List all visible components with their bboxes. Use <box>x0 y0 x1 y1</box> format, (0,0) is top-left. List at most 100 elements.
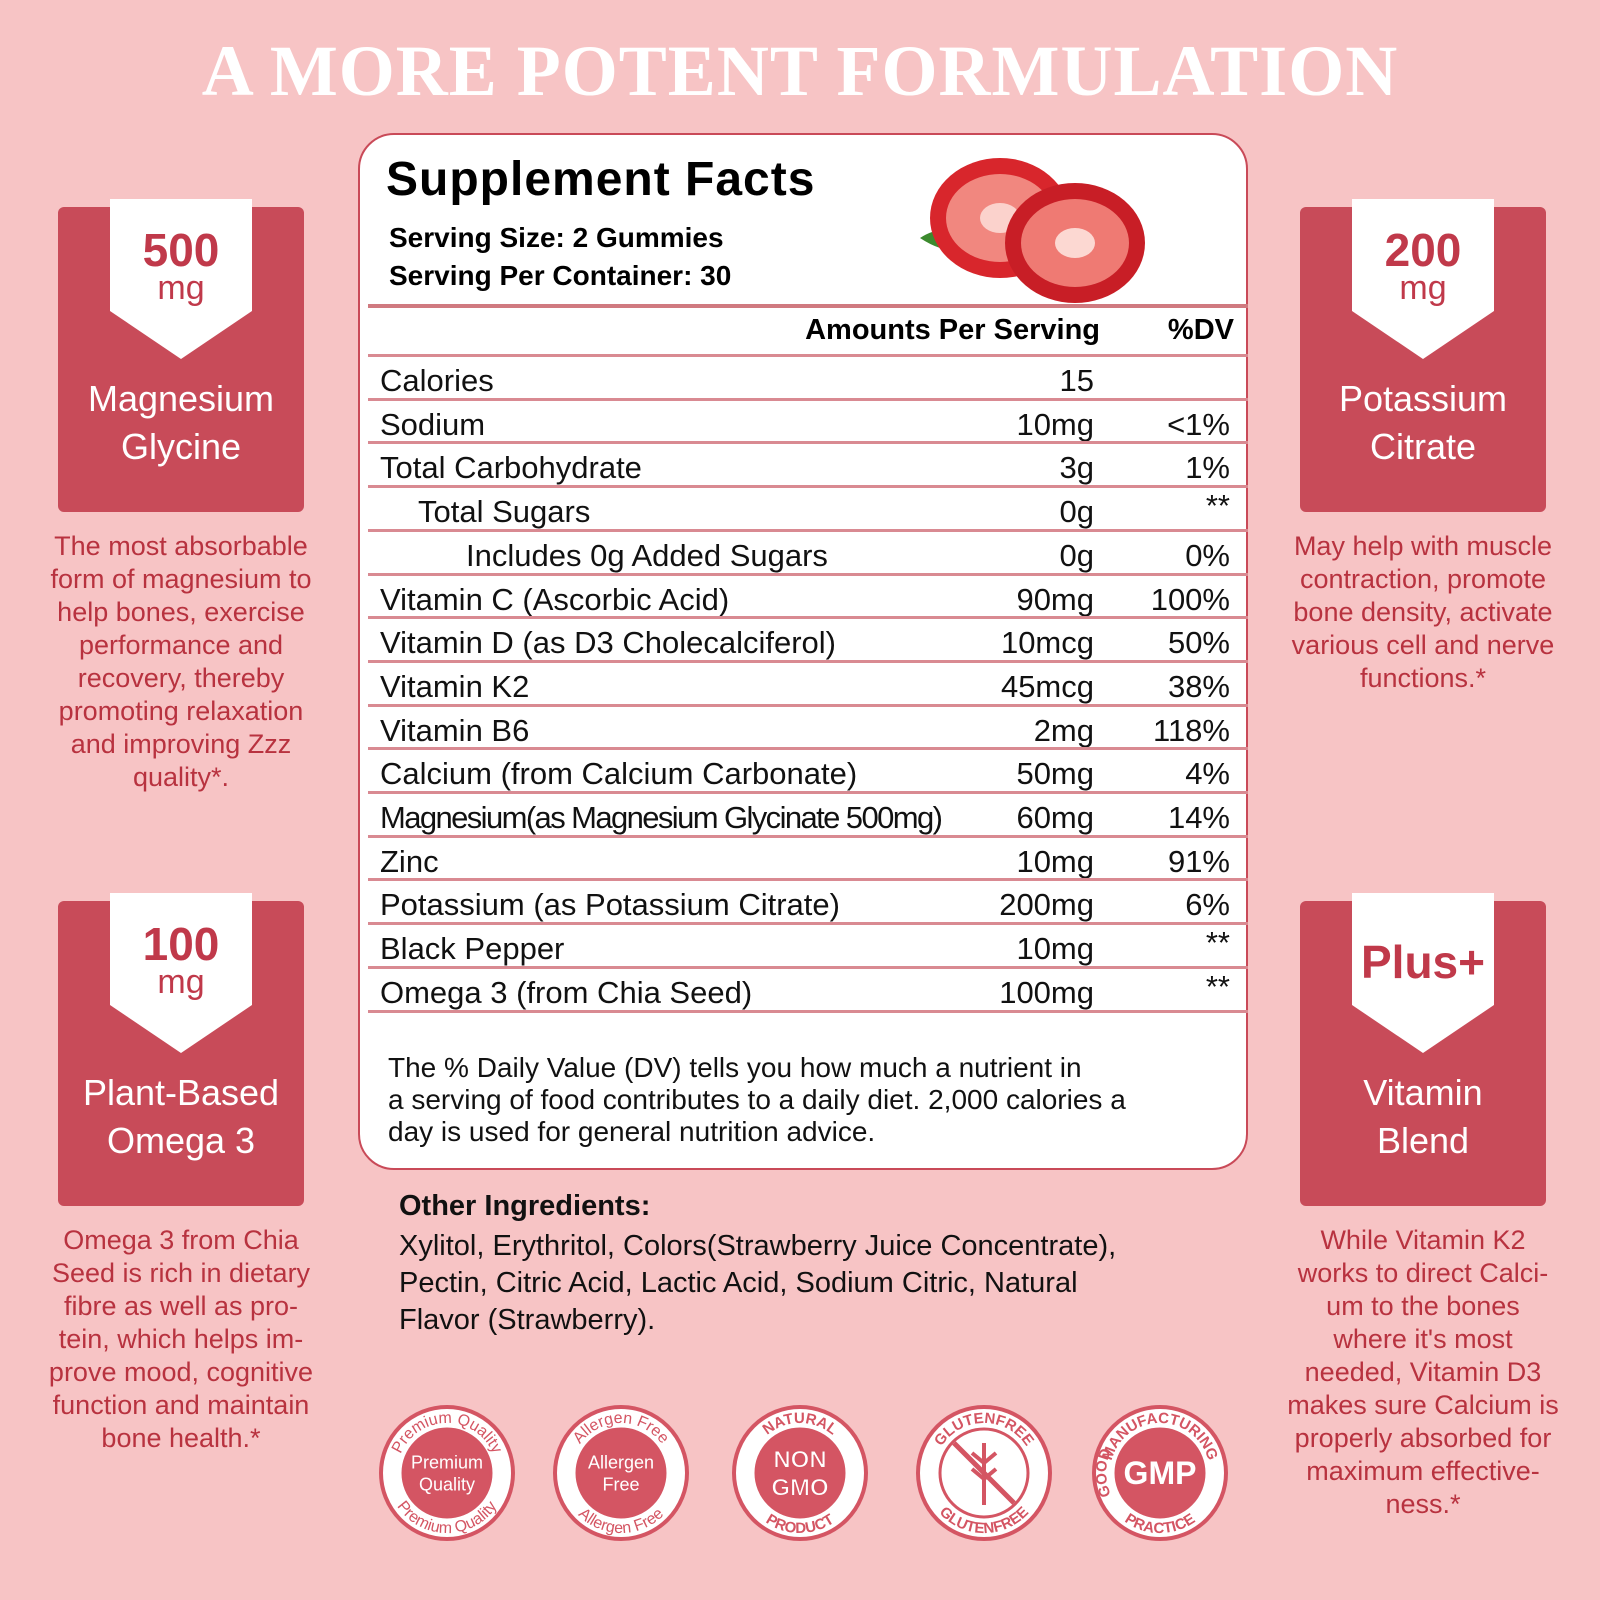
description-line: makes sure Calcium is <box>1287 1390 1559 1420</box>
feature-name-line: Citrate <box>1369 426 1477 467</box>
feature-description: While Vitamin K2 works to direct Calci-um… <box>1273 1224 1573 1521</box>
facts-title: Supplement Facts <box>386 153 816 206</box>
serving-size: Serving Size: 2 Gummies <box>389 222 724 253</box>
other-ingredients: Xylitol, Erythritol, Colors(Strawberry J… <box>399 1228 1116 1339</box>
nutrient-amount: 10mg <box>1016 931 1094 967</box>
feature-name-line: Plant-Based <box>82 1072 280 1113</box>
strawberry-illustration <box>920 158 1145 303</box>
nutrient-dv: 118% <box>1153 712 1230 748</box>
description-line: prove mood, cognitive <box>48 1357 314 1387</box>
feature-name-line: Blend <box>1376 1120 1470 1161</box>
facts-row: Calories 15 <box>368 354 1248 401</box>
nutrient-name: Vitamin B6 <box>380 712 530 748</box>
nutrient-name: Calories <box>380 363 494 398</box>
feature-unit: mg <box>157 963 205 1001</box>
badge-center-text: GMO <box>771 1474 828 1501</box>
ingredient-line: Xylitol, Erythritol, Colors(Strawberry J… <box>399 1230 1117 1262</box>
nutrient-name: Black Pepper <box>380 931 565 967</box>
nutrient-dv: 50% <box>1167 625 1230 661</box>
description-line: fibre as well as pro- <box>63 1291 299 1321</box>
facts-row: Vitamin D (as D3 Cholecalciferol) 10mcg 50… <box>368 616 1248 663</box>
nutrient-dv: 38% <box>1167 668 1230 704</box>
nutrient-amount: 0g <box>1059 494 1094 530</box>
nutrient-dv: 0% <box>1185 537 1230 573</box>
feature-name-line: Glycine <box>120 426 242 467</box>
description-line: bone density, activate <box>1293 597 1553 627</box>
feature-unit: mg <box>1399 269 1447 307</box>
description-line: maximum effective- <box>1306 1456 1540 1486</box>
description-line: functions.* <box>1359 663 1487 693</box>
feature-description: The most absorbable form of magnesium to h… <box>31 530 331 794</box>
nutrient-dv: 1% <box>1185 450 1230 486</box>
feature-name-line: Magnesium <box>87 378 275 419</box>
nutrient-dv: 100% <box>1150 581 1230 617</box>
nutrient-amount: 0g <box>1059 537 1094 573</box>
header-amount: Amounts Per Serving <box>805 314 1100 346</box>
description-line: and improving Zzz <box>70 729 292 759</box>
feature-description: Omega 3 from Chia Seed is rich in dietary… <box>31 1224 331 1455</box>
facts-table: Amounts Per Serving %DV Calories 15 Sodium 10… <box>368 304 1248 1044</box>
nutrient-name: Vitamin C (Ascorbic Acid) <box>380 581 730 617</box>
facts-row: Vitamin C (Ascorbic Acid) 90mg 100% <box>368 572 1248 620</box>
feature-description: May help with muscle contraction, promote… <box>1273 530 1573 695</box>
nutrient-amount: 10mcg <box>1000 625 1094 661</box>
nutrient-amount: 90mg <box>1016 581 1094 617</box>
nutrient-amount: 50mg <box>1016 756 1094 792</box>
description-line: May help with muscle <box>1293 531 1553 561</box>
description-line: Seed is rich in dietary <box>51 1258 311 1288</box>
facts-row: Includes 0g Added Sugars 0g 0% <box>368 528 1248 576</box>
facts-row: Sodium 10mg <1% <box>368 397 1248 445</box>
nutrient-name: Vitamin D (as D3 Cholecalciferol) <box>380 625 836 661</box>
feature-name-line: Potassium <box>1338 378 1508 419</box>
description-line: um to the bones <box>1326 1291 1520 1321</box>
description-line: The most absorbable <box>54 531 308 561</box>
ingredient-line: Flavor (Strawberry). <box>399 1304 656 1336</box>
badge-center-text: GMP <box>1124 1455 1197 1491</box>
nutrient-dv: ** <box>1205 925 1230 961</box>
feature-amount: 500 <box>142 224 220 276</box>
facts-row: Vitamin B6 2mg 118% <box>368 703 1248 751</box>
facts-row: Magnesium(as Magnesium Glycinate 500mg) 6… <box>368 791 1248 838</box>
nutrient-amount: 10mg <box>1016 843 1094 879</box>
description-line: ness.* <box>1385 1489 1461 1519</box>
description-line: performance and <box>78 630 284 660</box>
wheat <box>970 1443 998 1505</box>
feature-name: Plant-Based Omega 3 <box>58 1069 304 1165</box>
nutrient-dv: ** <box>1205 488 1230 524</box>
footnote-line: day is used for general nutrition advice… <box>388 1116 876 1147</box>
badge-inner <box>1114 1427 1206 1519</box>
nutrient-name: Includes 0g Added Sugars <box>466 537 828 573</box>
description-line: various cell and nerve <box>1291 630 1555 660</box>
description-line: properly absorbed for <box>1294 1423 1552 1453</box>
nutrient-name: Calcium (from Calcium Carbonate) <box>380 756 858 792</box>
badge-inner <box>401 1427 493 1519</box>
facts-row: Vitamin K2 45mcg 38% <box>368 659 1248 707</box>
description-line: recovery, thereby <box>77 663 285 693</box>
nutrient-amount: 100mg <box>999 974 1094 1010</box>
description-line: contraction, promote <box>1299 564 1547 594</box>
badge-center-text: Allergen <box>588 1452 654 1472</box>
nutrient-amount: 15 <box>1059 363 1094 398</box>
nutrient-dv: 91% <box>1167 843 1230 879</box>
footnote-line: The % Daily Value (DV) tells you how muc… <box>388 1052 1082 1083</box>
feature-name: Magnesium Glycine <box>58 375 304 471</box>
facts-row: Black Pepper 10mg ** <box>368 922 1248 969</box>
badge-center-text: NON <box>773 1446 826 1473</box>
ingredient-line: Pectin, Citric Acid, Lactic Acid, Sodium… <box>399 1267 1078 1299</box>
badge-center-text: Premium <box>411 1452 483 1472</box>
facts-row: Omega 3 (from Chia Seed) 100mg ** <box>368 965 1248 1013</box>
nutrient-amount: 60mg <box>1016 800 1094 835</box>
feature-name-line: Omega 3 <box>106 1120 256 1161</box>
description-line: While Vitamin K2 <box>1320 1225 1526 1255</box>
nutrient-name: Magnesium(as Magnesium Glycinate 500mg) <box>380 800 943 835</box>
header-rule <box>368 304 1248 308</box>
footnote: The % Daily Value (DV) tells you how muc… <box>388 1052 1126 1148</box>
feature-amount: 100 <box>142 918 220 970</box>
nutrient-amount: 10mg <box>1016 406 1094 442</box>
feature-amount: 200 <box>1384 224 1462 276</box>
feature-amount: Plus+ <box>1360 936 1485 988</box>
